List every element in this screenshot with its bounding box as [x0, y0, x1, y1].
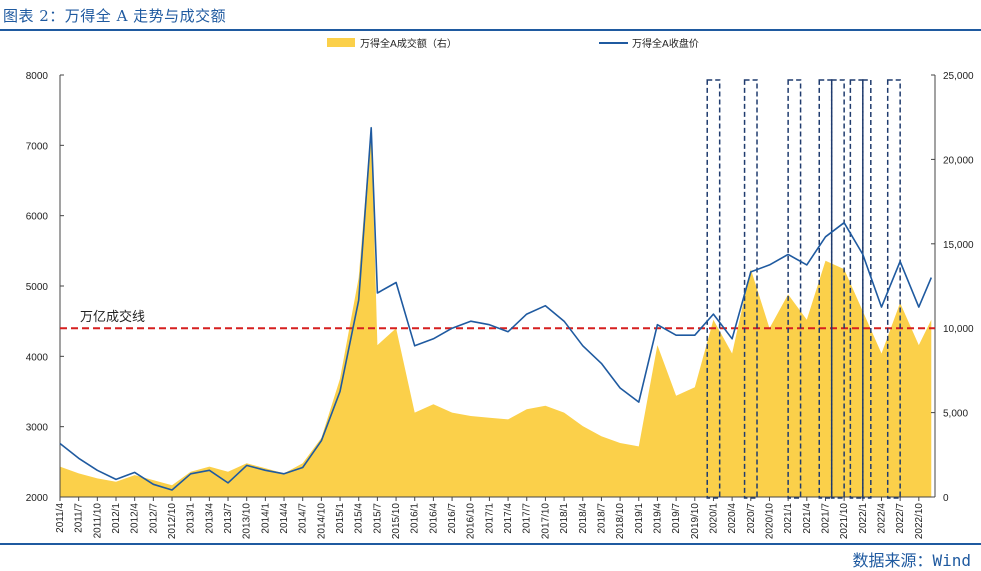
x-tick-label: 2015/1 — [335, 503, 346, 534]
left-tick-label: 3000 — [26, 423, 49, 434]
source-note: 数据来源：Wind — [852, 551, 971, 570]
title-bar: 图表 2：万得全 A 走势与成交额 — [0, 0, 981, 31]
axes-layer: 2000 3000 4000 5000 6000 7000 8000 0 5,000 10,000… — [26, 71, 974, 539]
highlight-window — [886, 79, 901, 499]
highlight-window — [787, 79, 802, 499]
right-tick-label: 25,000 — [943, 71, 974, 82]
x-tick-label: 2020/1 — [708, 503, 719, 534]
x-tick-label: 2016/7 — [447, 503, 458, 534]
x-tick-label: 2019/1 — [634, 503, 645, 534]
x-tick-label: 2020/4 — [727, 503, 738, 534]
legend: 万得全A成交额（右） 万得全A收盘价 — [327, 37, 699, 50]
left-tick-label: 8000 — [26, 71, 49, 82]
x-tick-label: 2017/4 — [503, 503, 514, 534]
x-tick-label: 2012/10 — [167, 503, 178, 540]
x-tick-label: 2013/10 — [242, 503, 253, 540]
x-tick-label: 2015/10 — [391, 503, 402, 540]
x-tick-label: 2012/7 — [148, 503, 159, 534]
highlight-window — [849, 79, 864, 499]
x-tick-label: 2020/7 — [746, 503, 757, 534]
x-tick-label: 2021/1 — [783, 503, 794, 534]
x-tick-label: 2013/7 — [223, 503, 234, 534]
x-tick-label: 2014/1 — [260, 503, 271, 534]
x-tick-label: 2018/7 — [596, 503, 607, 534]
volume-area-layer — [60, 125, 932, 497]
x-tick-label: 2021/4 — [802, 503, 813, 534]
left-tick-label: 7000 — [26, 141, 49, 152]
volume-area — [60, 125, 932, 497]
left-tick-label: 2000 — [26, 493, 49, 504]
figure-title: 图表 2：万得全 A 走势与成交额 — [3, 7, 227, 25]
x-tick-label: 2017/7 — [522, 503, 533, 534]
x-tick-label: 2011/7 — [74, 503, 85, 533]
legend-volume-swatch — [327, 38, 355, 47]
x-tick-label: 2022/4 — [876, 503, 887, 534]
right-tick-label: 15,000 — [943, 240, 974, 251]
x-tick-label: 2021/10 — [839, 503, 850, 540]
x-tick-label: 2011/4 — [55, 503, 66, 533]
x-tick-label: 2014/10 — [316, 503, 327, 540]
x-tick-label: 2019/7 — [671, 503, 682, 534]
legend-volume-label: 万得全A成交额（右） — [360, 37, 457, 50]
left-tick-label: 5000 — [26, 282, 49, 293]
right-tick-label: 20,000 — [943, 155, 974, 166]
x-tick-label: 2021/7 — [820, 503, 831, 534]
x-tick-label: 2013/4 — [204, 503, 215, 534]
x-tick-label: 2018/10 — [615, 503, 626, 540]
x-tick-label: 2012/4 — [130, 503, 141, 534]
x-tick-label: 2013/1 — [186, 503, 197, 534]
highlight-window — [862, 79, 872, 499]
x-tick-label: 2016/10 — [466, 503, 477, 540]
x-tick-label: 2022/10 — [914, 503, 925, 540]
right-tick-label: 5,000 — [943, 409, 968, 420]
x-tick-label: 2014/4 — [279, 503, 290, 534]
reference-line-label: 万亿成交线 — [80, 309, 145, 325]
x-tick-label: 2017/10 — [540, 503, 551, 540]
x-tick-label: 2019/10 — [690, 503, 701, 540]
x-tick-label: 2014/7 — [298, 503, 309, 534]
highlight-window — [818, 79, 833, 499]
x-tick-label: 2015/7 — [372, 503, 383, 534]
left-tick-label: 4000 — [26, 352, 49, 363]
x-tick-label: 2017/1 — [484, 503, 495, 534]
x-tick-label: 2020/10 — [764, 503, 775, 540]
x-tick-label: 2018/4 — [578, 503, 589, 534]
index-line — [59, 127, 933, 491]
left-tick-label: 6000 — [26, 212, 49, 223]
legend-index-label: 万得全A收盘价 — [632, 37, 699, 50]
x-tick-label: 2022/7 — [895, 503, 906, 534]
x-tick-label: 2016/4 — [428, 503, 439, 534]
x-tick-label: 2019/4 — [652, 503, 663, 534]
x-tick-label: 2022/1 — [858, 503, 869, 534]
x-tick-label: 2016/1 — [410, 503, 421, 534]
x-tick-label: 2015/4 — [354, 503, 365, 534]
index-line-layer — [59, 127, 933, 491]
x-tick-label: 2012/1 — [111, 503, 122, 534]
x-tick-label: 2011/10 — [92, 503, 103, 539]
right-tick-label: 0 — [943, 493, 949, 504]
highlight-window — [830, 79, 845, 499]
reference-line-layer: 万亿成交线 — [60, 309, 935, 330]
highlight-window — [706, 79, 721, 499]
x-tick-label: 2018/1 — [559, 503, 570, 534]
bottom-rule — [0, 543, 981, 545]
highlight-window — [743, 79, 758, 499]
highlight-window-layer — [706, 79, 901, 499]
right-tick-label: 10,000 — [943, 324, 974, 335]
